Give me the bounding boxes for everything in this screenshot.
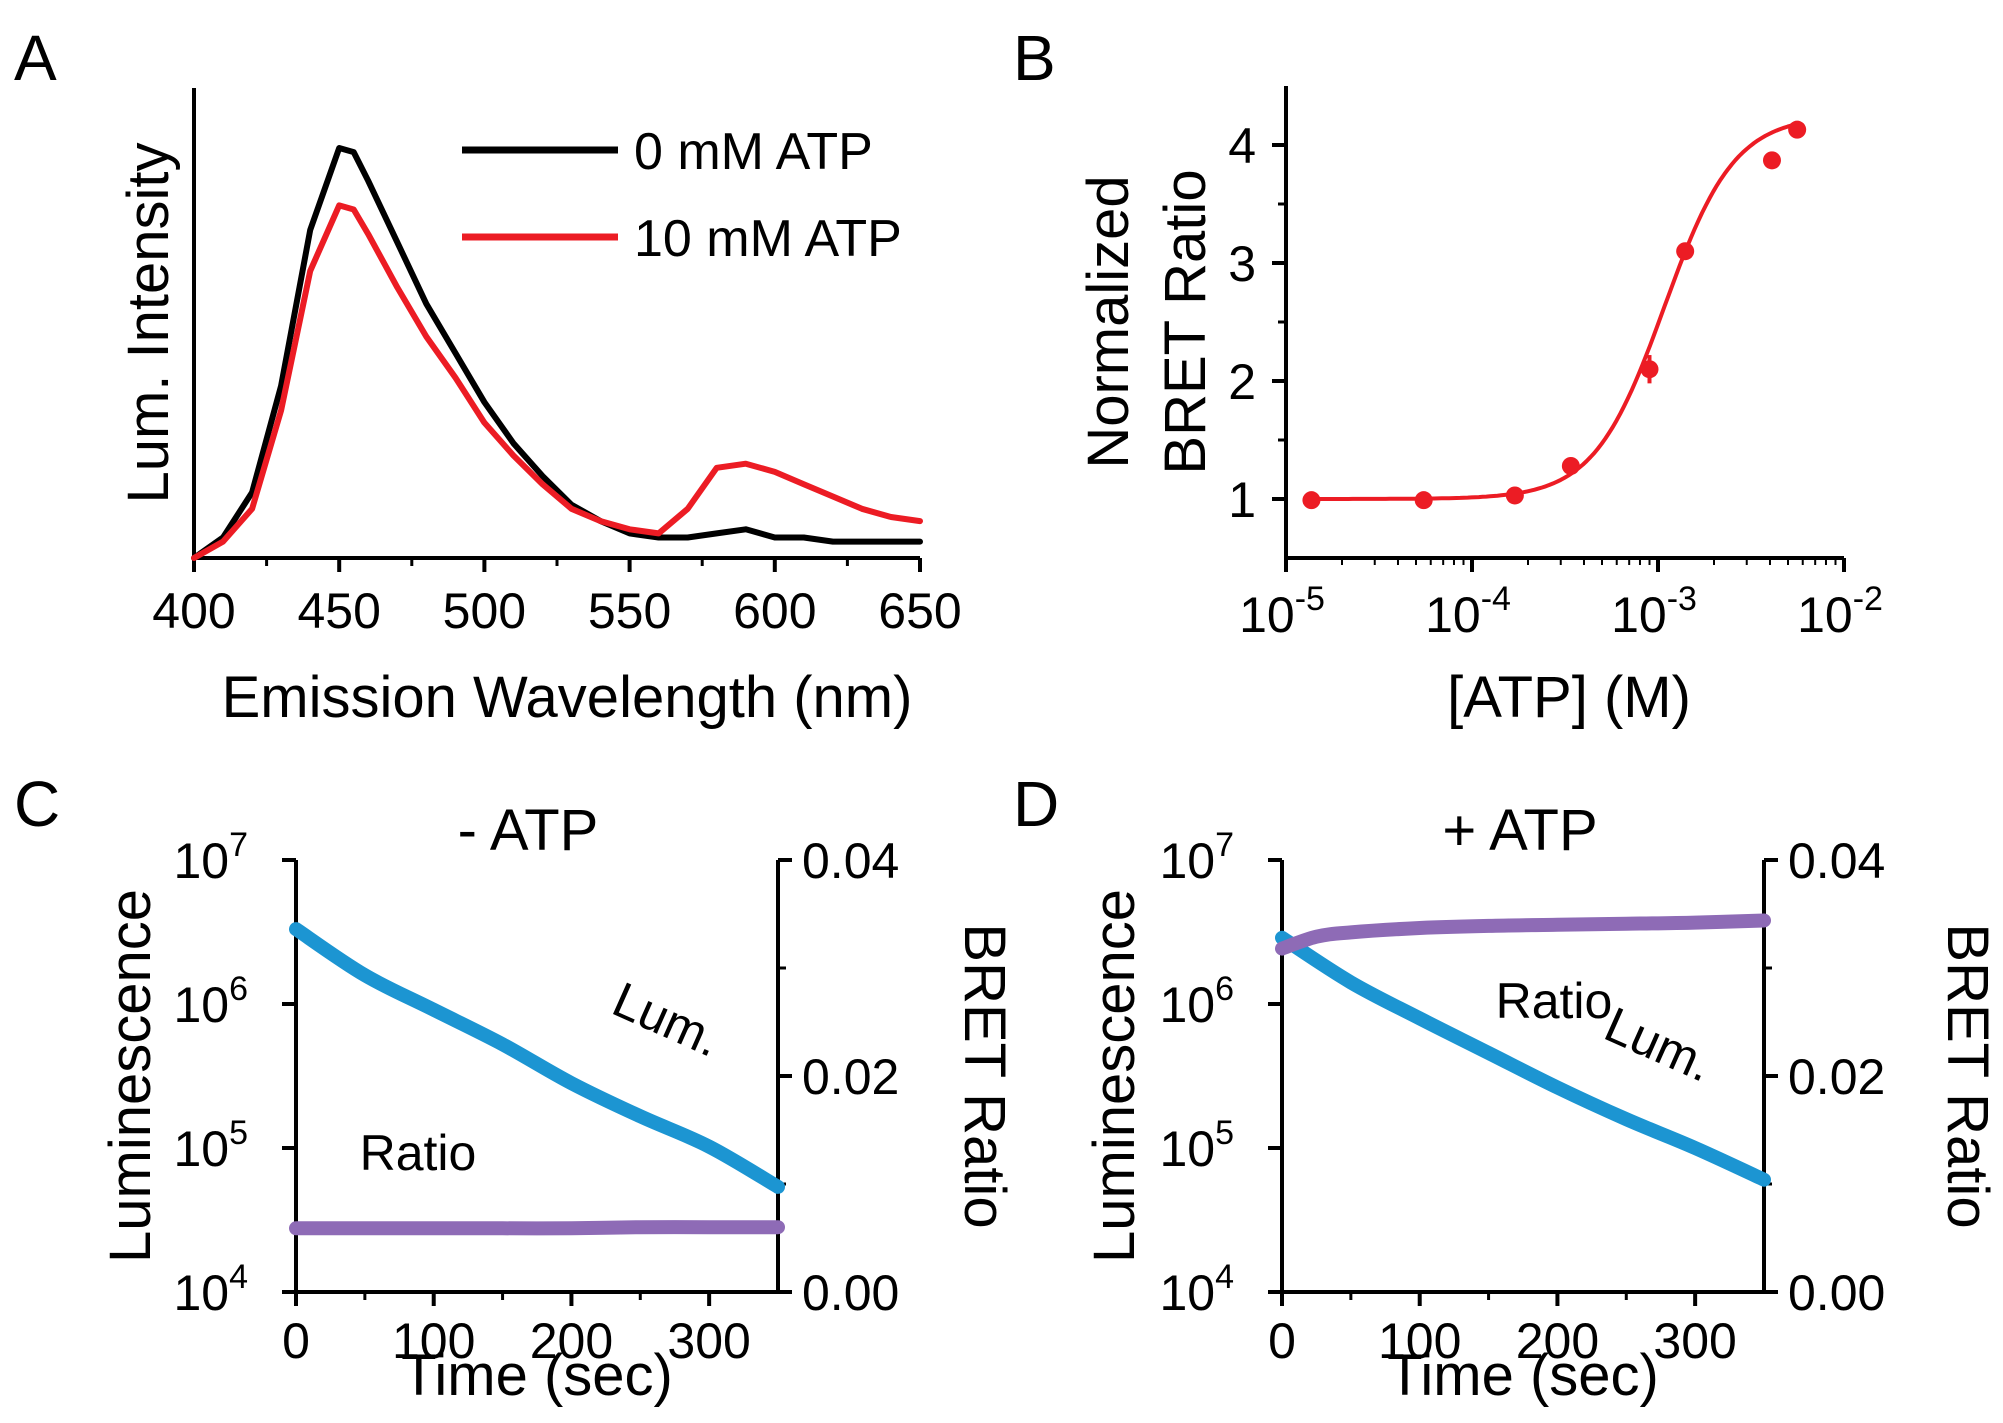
y-axis-label: Luminescence — [1082, 889, 1147, 1263]
series-luminescence — [1275, 930, 1771, 1187]
annotation-ratio: Ratio — [1496, 973, 1613, 1029]
x-tick-label: 300 — [667, 1313, 750, 1369]
y-tick-label: 4 — [1228, 118, 1256, 174]
panel-a: A 400 450 500 550 600 650 Emission Wavelength (… — [14, 22, 962, 730]
y2-axis-label: BRET Ratio — [1935, 923, 2000, 1228]
fit-curve — [1309, 122, 1797, 501]
y-axis-label-line2: BRET Ratio — [1153, 169, 1218, 474]
y-tick-label: 104 — [1159, 1258, 1234, 1321]
y2-tick-label: 0.04 — [1788, 833, 1885, 889]
panel-b: B 1 2 3 4 10-5 10-4 10-3 10-2 [ATP] (M) Normalized… — [1013, 22, 1883, 730]
data-point — [1762, 151, 1781, 170]
series-bret-ratio — [1275, 913, 1771, 956]
panel-label-d: D — [1013, 768, 1059, 840]
data-point — [1640, 360, 1659, 379]
x-tick-label: 400 — [152, 583, 235, 639]
x-tick-label: 10-4 — [1425, 580, 1511, 643]
data-point — [1505, 486, 1524, 505]
x-tick-label: 500 — [443, 583, 526, 639]
series-10mM-atp — [191, 202, 923, 561]
annotation-lum: Lum. — [605, 971, 729, 1067]
y-tick-label: 107 — [1159, 826, 1234, 889]
y-tick-label: 105 — [1159, 1114, 1234, 1177]
panel-title: + ATP — [1442, 798, 1597, 863]
x-tick-label: 200 — [1516, 1313, 1599, 1369]
y2-axis-label: BRET Ratio — [952, 923, 1017, 1228]
data-point — [1788, 120, 1807, 139]
y2-tick-label: 0.02 — [1788, 1049, 1885, 1105]
y-tick-label: 106 — [173, 970, 248, 1033]
x-tick-label: 10-5 — [1239, 580, 1325, 643]
data-point — [1302, 491, 1321, 510]
panel-label-c: C — [14, 768, 60, 840]
x-tick-label: 650 — [878, 583, 961, 639]
x-tick-label: 0 — [282, 1313, 310, 1369]
x-axis-label: Emission Wavelength (nm) — [222, 665, 913, 730]
x-tick-label: 200 — [530, 1313, 613, 1369]
x-tick-label: 600 — [733, 583, 816, 639]
series-0mM-atp — [191, 145, 923, 561]
x-tick-label: 100 — [392, 1313, 475, 1369]
panel-d: D + ATP 104 105 106 107 0.00 0.02 0.04 0 100 200 300… — [1013, 768, 2000, 1408]
panel-c: C - ATP 104 105 106 107 0.00 0.02 0.04 0 100 200 300… — [14, 768, 1017, 1408]
y2-tick-label: 0.04 — [802, 833, 899, 889]
y-tick-label: 2 — [1228, 354, 1256, 410]
y-axis-label-line1: Normalized — [1076, 175, 1141, 468]
y-axis-label: Lum. Intensity — [116, 142, 181, 503]
data-point — [1561, 456, 1580, 475]
annotation-lum: Lum. — [1597, 996, 1721, 1092]
legend-label: 0 mM ATP — [634, 123, 873, 181]
legend-label: 10 mM ATP — [634, 210, 902, 268]
y2-tick-label: 0.00 — [802, 1265, 899, 1321]
panel-title: - ATP — [458, 798, 599, 863]
data-point — [1676, 242, 1695, 261]
y-tick-label: 106 — [1159, 970, 1234, 1033]
x-tick-label: 300 — [1653, 1313, 1736, 1369]
y2-tick-label: 0.02 — [802, 1049, 899, 1105]
x-tick-label: 0 — [1268, 1313, 1296, 1369]
x-tick-label: 10-3 — [1611, 580, 1697, 643]
data-point — [1414, 491, 1433, 510]
x-axis-label: [ATP] (M) — [1447, 665, 1691, 730]
y-tick-label: 107 — [173, 826, 248, 889]
x-tick-label: 450 — [297, 583, 380, 639]
y-tick-label: 1 — [1228, 472, 1256, 528]
x-axis-label: Time (sec) — [401, 1343, 673, 1408]
y-tick-label: 105 — [173, 1114, 248, 1177]
y2-tick-label: 0.00 — [1788, 1265, 1885, 1321]
panel-label-a: A — [14, 22, 57, 94]
annotation-ratio: Ratio — [360, 1125, 477, 1181]
y-tick-label: 104 — [173, 1258, 248, 1321]
series-bret-ratio — [289, 1220, 785, 1236]
panel-label-b: B — [1013, 22, 1056, 94]
y-tick-label: 3 — [1228, 236, 1256, 292]
series-luminescence — [289, 922, 785, 1194]
x-tick-label: 100 — [1378, 1313, 1461, 1369]
x-tick-label: 550 — [588, 583, 671, 639]
x-axis-label: Time (sec) — [1387, 1343, 1659, 1408]
x-tick-label: 10-2 — [1797, 580, 1883, 643]
y-axis-label: Luminescence — [98, 889, 163, 1263]
